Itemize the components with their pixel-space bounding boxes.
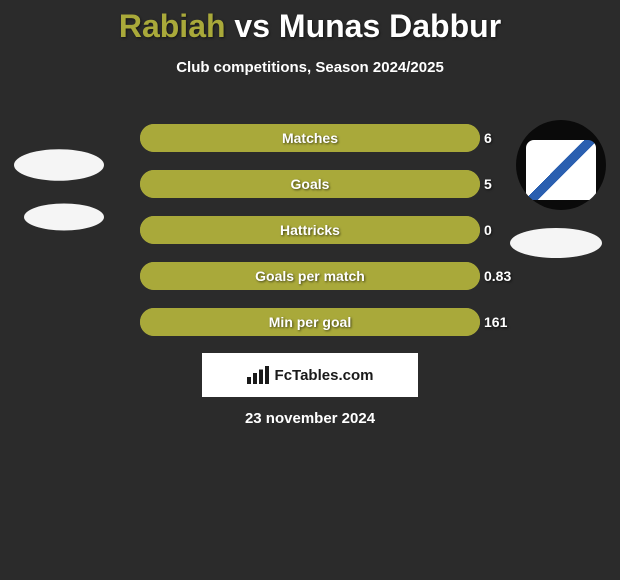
stat-value-right: 0.83 bbox=[484, 262, 530, 290]
stat-row: Goals5 bbox=[140, 170, 480, 198]
stat-label: Min per goal bbox=[140, 308, 480, 336]
subtitle: Club competitions, Season 2024/2025 bbox=[0, 59, 620, 76]
stat-value-right: 0 bbox=[484, 216, 530, 244]
stat-label: Matches bbox=[140, 124, 480, 152]
branding-text: FcTables.com bbox=[275, 367, 374, 384]
stat-value-left bbox=[96, 216, 136, 244]
stat-value-left bbox=[96, 308, 136, 336]
stat-row: Hattricks0 bbox=[140, 216, 480, 244]
stat-label: Hattricks bbox=[140, 216, 480, 244]
stat-value-right: 5 bbox=[484, 170, 530, 198]
vs-separator: vs bbox=[234, 8, 270, 44]
stat-label: Goals per match bbox=[140, 262, 480, 290]
player1-avatar-shadow bbox=[24, 204, 104, 231]
stat-row: Min per goal161 bbox=[140, 308, 480, 336]
stat-value-left bbox=[96, 124, 136, 152]
player1-name: Rabiah bbox=[119, 8, 226, 44]
comparison-bars: Matches6 Goals5 Hattricks0 Goals per match0… bbox=[140, 124, 480, 354]
stat-row: Matches6 bbox=[140, 124, 480, 152]
branding-box: FcTables.com bbox=[202, 353, 418, 397]
stat-row: Goals per match0.83 bbox=[140, 262, 480, 290]
stat-value-right: 6 bbox=[484, 124, 530, 152]
stat-value-right: 161 bbox=[484, 308, 530, 336]
stat-value-left bbox=[96, 262, 136, 290]
snapshot-date: 23 november 2024 bbox=[0, 410, 620, 427]
stat-label: Goals bbox=[140, 170, 480, 198]
comparison-title: Rabiah vs Munas Dabbur bbox=[0, 0, 620, 45]
player2-jersey bbox=[526, 140, 596, 200]
stat-value-left bbox=[96, 170, 136, 198]
player1-avatar-placeholder bbox=[14, 149, 104, 181]
bar-chart-icon bbox=[247, 366, 269, 384]
player2-name: Munas Dabbur bbox=[279, 8, 501, 44]
